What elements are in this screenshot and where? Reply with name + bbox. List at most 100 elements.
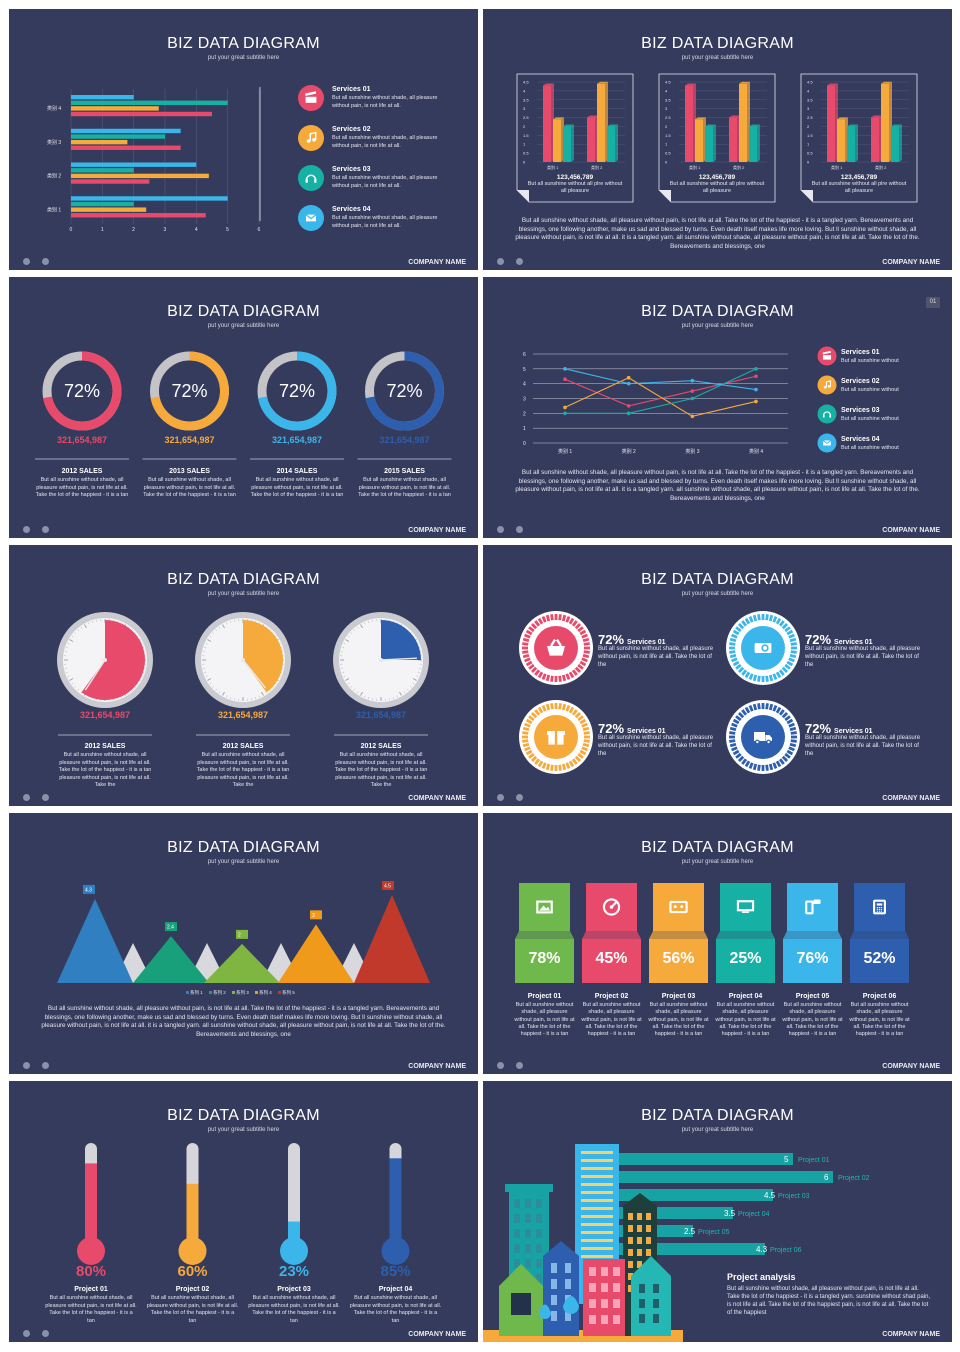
city-illustration <box>483 1144 683 1342</box>
thermo-fill <box>186 1183 199 1245</box>
clock-title: 2012 SALES <box>222 743 264 750</box>
thermo-title: Project 04 <box>378 1286 413 1293</box>
service-item[interactable]: Services 04 But all sunshine without <box>817 433 937 455</box>
clock-tick <box>403 691 406 694</box>
service-item[interactable]: Services 03 But all sunshine without <box>817 404 937 426</box>
prev-nav-dot[interactable] <box>23 526 30 533</box>
bar <box>71 168 134 173</box>
y-tick-label: 1.5 <box>523 133 529 138</box>
clock-tick <box>368 697 370 700</box>
ring-progress <box>150 351 229 431</box>
slide-4-line-chart[interactable]: 01 BIZ DATA DIAGRAM put your great subti… <box>483 277 952 538</box>
prev-nav-dot[interactable] <box>23 258 30 265</box>
bar-3d-front <box>881 83 889 162</box>
dial-tick <box>565 673 571 680</box>
slide-title: BIZ DATA DIAGRAM <box>167 303 320 320</box>
prev-nav-dot[interactable] <box>497 526 504 533</box>
slide-6-service-dials[interactable]: BIZ DATA DIAGRAM put your great subtitle… <box>483 545 952 806</box>
slide-8-folded-columns[interactable]: BIZ DATA DIAGRAM put your great subtitle… <box>483 813 952 1074</box>
clock-tick <box>230 697 232 700</box>
music-note-icon <box>817 375 837 395</box>
dial-tick <box>748 762 754 769</box>
tower-window <box>581 1199 613 1202</box>
dark-tower-window <box>628 1273 633 1280</box>
clock-value: 321,654,987 <box>79 710 131 720</box>
service-item[interactable]: Services 01 But all sunshine without shad… <box>297 84 457 114</box>
next-nav-dot[interactable] <box>42 1062 49 1069</box>
project-bar <box>593 1189 773 1201</box>
y-tick-label: 3 <box>807 106 810 111</box>
project-value-block <box>716 939 775 983</box>
service-item[interactable]: Services 02 But all sunshine without shad… <box>297 124 457 154</box>
dial-tick <box>545 763 551 771</box>
slide-2-3d-bar-charts[interactable]: BIZ DATA DIAGRAM put your great subtitle… <box>483 9 952 270</box>
dial-tick <box>579 749 587 756</box>
bar-3d-front <box>587 117 595 162</box>
bar-3d-front <box>827 85 835 162</box>
clock-tick <box>77 629 80 632</box>
tree-drop <box>563 1296 579 1314</box>
teal-house-window <box>639 1299 645 1308</box>
bar-3d-front <box>563 126 571 162</box>
next-nav-dot[interactable] <box>516 794 523 801</box>
dial-tick <box>731 633 738 639</box>
clock-tick <box>67 643 70 645</box>
next-nav-dot[interactable] <box>516 258 523 265</box>
dial-tick <box>765 764 769 771</box>
legend-swatch <box>278 991 281 994</box>
dial-tick <box>772 762 778 769</box>
next-nav-dot[interactable] <box>42 258 49 265</box>
slide-10-city-bars[interactable]: BIZ DATA DIAGRAM put your great subtitle… <box>483 1081 952 1342</box>
teal-house-window <box>653 1284 659 1293</box>
dial-tick <box>565 762 571 769</box>
data-label: 3 <box>312 913 315 919</box>
prev-nav-dot[interactable] <box>497 258 504 265</box>
dial-tick <box>735 752 742 759</box>
clock-tick <box>203 647 206 649</box>
bar-category-label: Project 06 <box>770 1247 802 1254</box>
next-nav-dot[interactable] <box>42 526 49 533</box>
dial-tick <box>731 746 738 752</box>
dial-tick <box>778 669 785 676</box>
prev-nav-dot[interactable] <box>23 794 30 801</box>
slide-subtitle: put your great subtitle here <box>681 1127 754 1133</box>
building-window <box>525 1214 531 1223</box>
slide-1-horizontal-bars[interactable]: BIZ DATA DIAGRAM put your great subtitle… <box>9 9 478 270</box>
slide-9-thermometers[interactable]: BIZ DATA DIAGRAM put your great subtitle… <box>9 1081 478 1342</box>
y-tick-label: 4.5 <box>665 80 671 85</box>
bar-3d-front <box>891 126 899 162</box>
service-item[interactable]: Services 01 But all sunshine without <box>817 346 937 368</box>
service-item[interactable]: Services 04 But all sunshine without shad… <box>297 204 457 234</box>
prev-nav-dot[interactable] <box>23 1062 30 1069</box>
slide-5-clock-charts[interactable]: BIZ DATA DIAGRAM put your great subtitle… <box>9 545 478 806</box>
ring-title: 2012 SALES <box>61 468 103 475</box>
prev-nav-dot[interactable] <box>23 1330 30 1337</box>
dial-tick <box>729 650 736 654</box>
dial-tick <box>541 673 547 680</box>
slide-7-mountain-chart[interactable]: BIZ DATA DIAGRAM put your great subtitle… <box>9 813 478 1074</box>
prev-nav-dot[interactable] <box>497 1062 504 1069</box>
folded-project-columns <box>515 883 909 983</box>
next-nav-dot[interactable] <box>516 526 523 533</box>
slide-title: BIZ DATA DIAGRAM <box>167 839 320 856</box>
bar-value-label: 4.3 <box>756 1245 768 1254</box>
service-item[interactable]: Services 03 But all sunshine without shad… <box>297 164 457 194</box>
prev-nav-dot[interactable] <box>497 794 504 801</box>
x-category-label: 类别 4 <box>749 448 763 455</box>
dial-tick <box>541 762 547 769</box>
service-item[interactable]: Services 02 But all sunshine without <box>817 375 937 397</box>
x-tick-label: 6 <box>258 227 261 233</box>
next-nav-dot[interactable] <box>42 1330 49 1337</box>
slide-3-progress-rings[interactable]: BIZ DATA DIAGRAM put your great subtitle… <box>9 277 478 538</box>
clock-tick <box>226 695 228 698</box>
building-window <box>525 1259 531 1268</box>
clock-tick <box>212 632 215 635</box>
next-nav-dot[interactable] <box>516 1062 523 1069</box>
next-nav-dot[interactable] <box>42 794 49 801</box>
line-chart: 0 1 2 3 4 5 6 类别 1 类别 2 类别 3 类别 4 <box>523 352 788 455</box>
dial-tick <box>545 674 551 682</box>
money-card-icon <box>754 643 772 653</box>
y-tick-label: 2 <box>523 124 526 129</box>
data-point <box>690 396 695 401</box>
peak-triangle <box>133 936 209 983</box>
